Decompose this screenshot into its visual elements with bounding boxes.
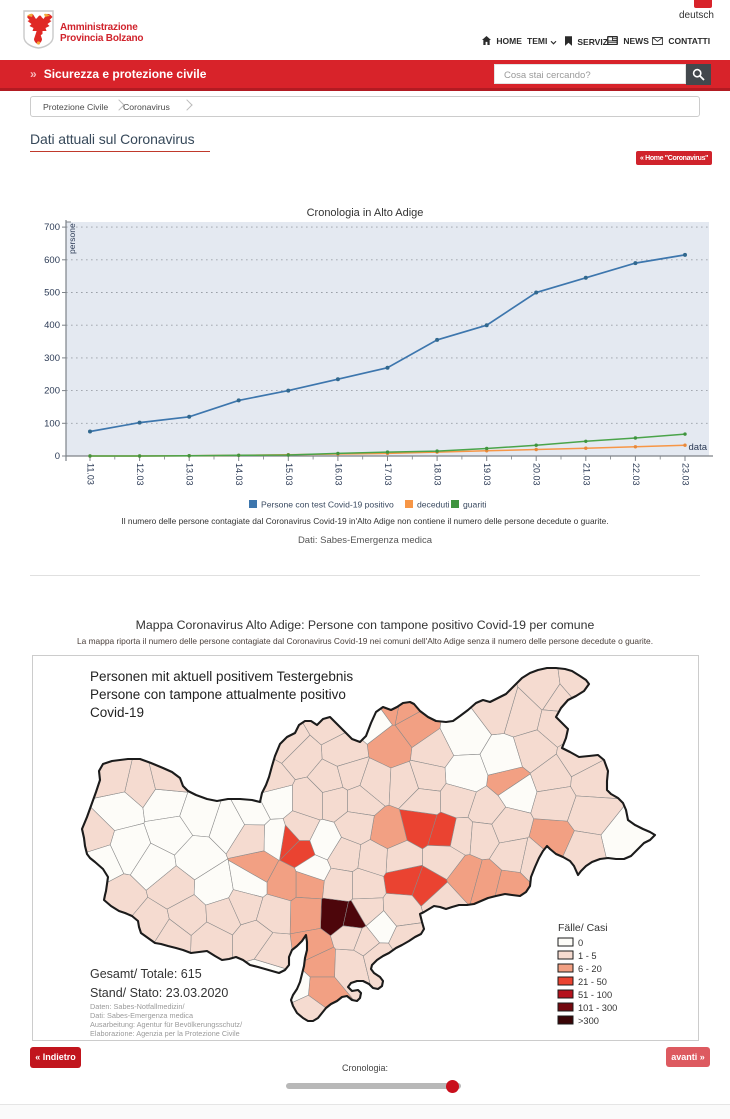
svg-text:0: 0 xyxy=(578,938,583,948)
svg-text:1 - 5: 1 - 5 xyxy=(578,951,597,961)
svg-text:persone: persone xyxy=(67,223,77,254)
svg-text:51 - 100: 51 - 100 xyxy=(578,990,612,1000)
svg-text:17.03: 17.03 xyxy=(383,463,393,486)
svg-text:Daten: Sabes-Notfallmedizin/: Daten: Sabes-Notfallmedizin/ xyxy=(90,1002,185,1011)
svg-text:200: 200 xyxy=(44,386,60,397)
svg-text:0: 0 xyxy=(55,451,60,462)
svg-text:18.03: 18.03 xyxy=(433,463,443,486)
svg-text:Ausarbeitung: Agentur für Bevö: Ausarbeitung: Agentur für Bevölkerungssc… xyxy=(90,1020,243,1029)
svg-text:guariti: guariti xyxy=(463,500,486,510)
svg-text:101 - 300: 101 - 300 xyxy=(578,1003,617,1013)
svg-text:>300: >300 xyxy=(578,1016,599,1026)
svg-text:Elaborazione: Agenzia per la P: Elaborazione: Agenzia per la Protezione … xyxy=(90,1029,240,1038)
svg-text:21 - 50: 21 - 50 xyxy=(578,977,607,987)
svg-text:20.03: 20.03 xyxy=(532,463,542,486)
svg-text:11.03: 11.03 xyxy=(86,463,96,485)
svg-text:Persone con test Covid-19 posi: Persone con test Covid-19 positivo xyxy=(261,500,394,510)
svg-text:19.03: 19.03 xyxy=(482,463,492,486)
svg-text:500: 500 xyxy=(44,288,60,299)
svg-text:14.03: 14.03 xyxy=(234,463,244,486)
svg-text:23.03: 23.03 xyxy=(681,463,691,486)
svg-text:Dati: Sabes-Emergenza medica: Dati: Sabes-Emergenza medica xyxy=(90,1011,194,1020)
svg-text:Fälle/ Casi: Fälle/ Casi xyxy=(558,922,608,934)
svg-text:Stand/ Stato: 23.03.2020: Stand/ Stato: 23.03.2020 xyxy=(90,986,228,1000)
svg-text:600: 600 xyxy=(44,255,60,266)
svg-text:Personen mit aktuell positivem: Personen mit aktuell positivem Testergeb… xyxy=(90,669,353,684)
svg-text:100: 100 xyxy=(44,418,60,429)
svg-text:Covid-19: Covid-19 xyxy=(90,705,144,720)
svg-text:Persone con tampone attualment: Persone con tampone attualmente positivo xyxy=(90,687,346,702)
svg-text:13.03: 13.03 xyxy=(185,463,195,486)
svg-text:Gesamt/ Totale: 615: Gesamt/ Totale: 615 xyxy=(90,967,202,981)
svg-text:300: 300 xyxy=(44,353,60,364)
svg-text:22.03: 22.03 xyxy=(631,463,641,486)
svg-text:16.03: 16.03 xyxy=(333,463,343,486)
svg-text:700: 700 xyxy=(44,222,60,233)
svg-text:deceduti: deceduti xyxy=(417,500,450,510)
svg-text:21.03: 21.03 xyxy=(581,463,591,486)
svg-text:12.03: 12.03 xyxy=(135,463,145,486)
svg-text:Cronologia in Alto Adige: Cronologia in Alto Adige xyxy=(307,207,424,219)
svg-text:data: data xyxy=(689,442,708,453)
svg-text:400: 400 xyxy=(44,320,60,331)
svg-text:6 - 20: 6 - 20 xyxy=(578,964,602,974)
svg-text:15.03: 15.03 xyxy=(284,463,294,486)
